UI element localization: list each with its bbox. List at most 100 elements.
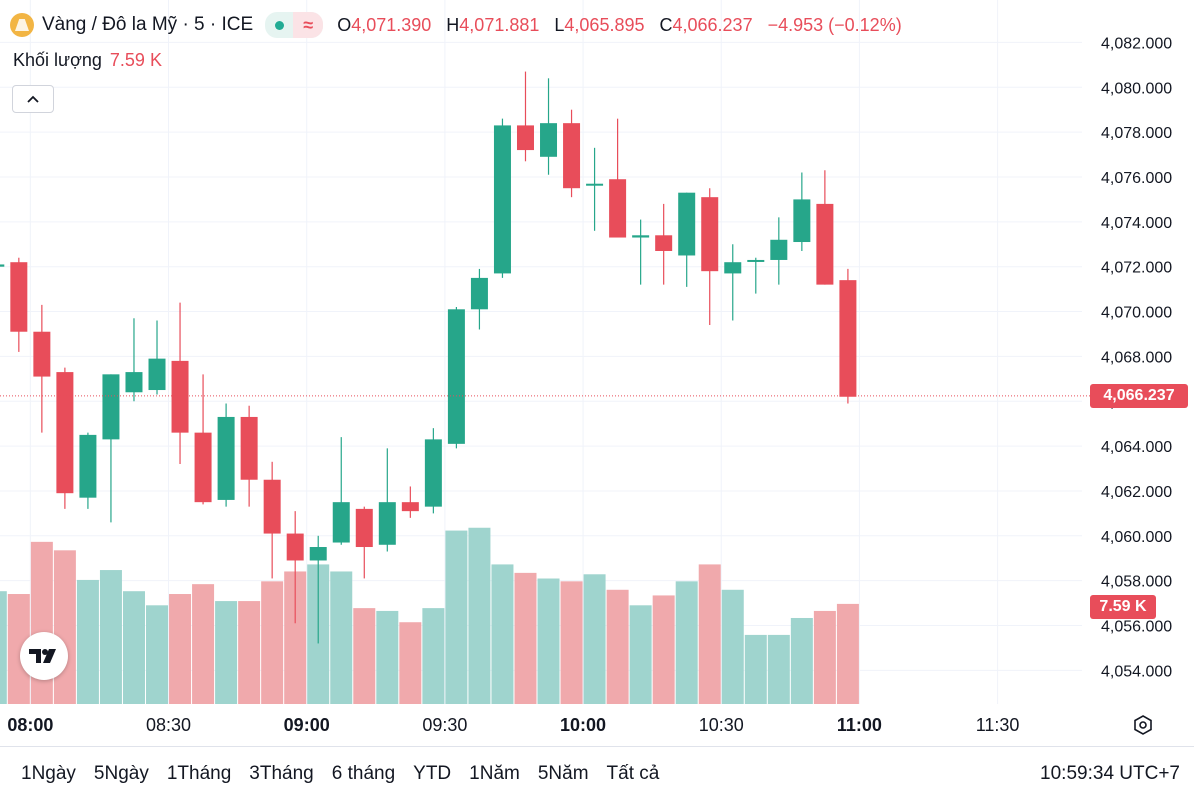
y-tick-label: 4,082.000 [1101,35,1172,52]
volume-bar [146,605,169,704]
volume-bar [399,622,422,704]
tv-mark-icon [29,649,56,663]
candle-body [839,280,857,397]
x-tick-label: 10:30 [699,715,744,735]
candle-body [563,123,581,189]
volume-bar [675,581,698,704]
y-tick-label: 4,070.000 [1101,305,1172,322]
volume-bar [836,603,859,704]
candle-body [793,199,811,243]
axis-settings-button[interactable] [1130,712,1156,738]
ohlc-values: O4,071.390 H4,071.881 L4,065.895 C4,066.… [337,15,902,36]
volume-bar [744,634,767,704]
range-button[interactable]: 1Ngày [21,763,76,784]
candle-body [609,179,627,238]
range-button[interactable]: 1Tháng [166,763,232,784]
x-tick-label: 10:00 [560,715,606,735]
volume-bar [330,571,353,704]
volume-value: 7.59 K [109,50,162,70]
candle-body [724,262,742,274]
x-tick-label: 11:30 [976,715,1020,735]
volume-bar [813,610,836,704]
open-value: 4,071.390 [351,14,432,35]
candle-body [424,439,442,507]
volume-bar [583,574,606,704]
candle-body [33,331,51,377]
y-tick-label: 4,062.000 [1101,484,1172,501]
range-button[interactable]: Tất cả [606,763,660,784]
market-open-dot-icon[interactable] [265,12,293,38]
symbol-title[interactable]: Vàng / Đô la Mỹ · 5 · ICE [42,14,254,35]
volume-bar [560,581,583,704]
candle-body [194,432,212,503]
volume-bar [7,594,30,704]
range-button[interactable]: YTD [413,763,452,784]
candle-body [747,259,765,262]
volume-bar [376,610,399,704]
clock[interactable]: 10:59:34 UTC+7 [1040,763,1180,784]
chevron-up-icon [27,95,39,103]
candle-body [401,502,419,512]
volume-bar [767,634,790,704]
y-tick-label: 4,058.000 [1101,574,1172,591]
candle-body [309,547,327,561]
y-tick-label: 4,078.000 [1101,125,1172,142]
volume-legend[interactable]: Khối lượng 7.59 K [13,50,162,71]
candle-body [171,360,189,433]
volume-bar [99,570,122,704]
volume-bar [215,601,238,704]
open-label: O [337,14,352,35]
y-tick-label: 4,068.000 [1101,349,1172,366]
x-tick-label: 08:30 [146,715,191,735]
y-tick-label: 4,080.000 [1101,80,1172,97]
volume-bar [468,527,491,704]
change-value: −4.953 (−0.12%) [767,14,902,35]
collapse-legend-button[interactable] [12,85,54,113]
volume-bar [629,605,652,704]
tradingview-logo-icon[interactable] [20,632,68,680]
candle-body [540,123,558,157]
candle-body [79,434,97,498]
status-pills[interactable]: ≈ [265,12,324,38]
range-button[interactable]: 5Ngày [93,763,149,784]
volume-bar [284,571,307,704]
x-tick-label: 08:00 [7,715,53,735]
volume-bar [169,594,192,704]
settings-hexagon-icon [1134,715,1152,735]
x-tick-label: 09:30 [422,715,467,735]
candle-body [516,125,534,151]
high-label: H [446,14,460,35]
volume-bar [261,581,284,704]
y-tick-label: 4,054.000 [1101,663,1172,680]
low-value: 4,065.895 [564,14,645,35]
volume-bar [353,608,376,704]
candle-body [332,502,350,543]
candle-body [632,235,650,238]
range-button[interactable]: 3Tháng [249,763,314,784]
volume-bar [537,578,560,704]
candle-body [378,502,396,545]
candle-body [240,416,258,480]
volume-bar [192,584,215,704]
delayed-data-icon[interactable]: ≈ [293,12,324,38]
range-button[interactable]: 1Năm [469,763,520,784]
high-value: 4,071.881 [459,14,540,35]
candle-body [655,235,673,251]
volume-bar [53,550,76,704]
candle-body [148,358,166,391]
candle-body [678,192,696,256]
candle-body [493,125,511,274]
range-button[interactable]: 6 tháng [331,763,396,784]
x-tick-label: 11:00 [837,715,882,735]
volume-bar [76,579,99,704]
volume-label: Khối lượng [13,50,102,70]
candle-body [0,264,5,267]
symbol-legend: Vàng / Đô la Mỹ · 5 · ICE ≈ O4,071.390 H… [10,10,902,40]
low-label: L [554,14,565,35]
volume-bar [422,608,445,704]
range-button[interactable]: 5Năm [537,763,589,784]
volume-bar [790,617,813,704]
candle-body [470,277,488,310]
